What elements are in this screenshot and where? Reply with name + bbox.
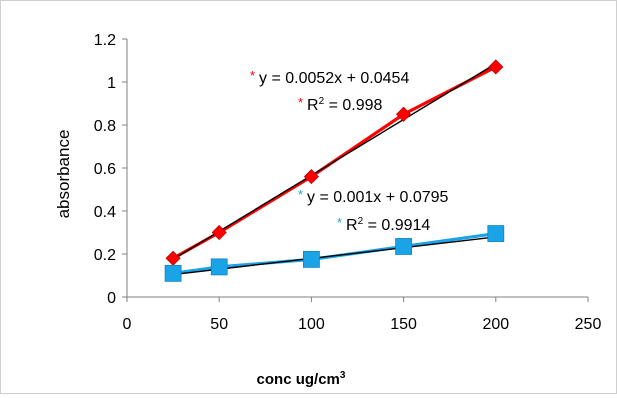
data-point-diamond — [303, 169, 319, 185]
r2-marker: * — [298, 95, 303, 110]
data-point-diamond — [211, 224, 227, 241]
trendline-equation: y = 0.001x + 0.0795 — [307, 189, 449, 206]
trendline-equation: y = 0.0052x + 0.0454 — [259, 70, 409, 87]
series-lines — [172, 63, 497, 276]
r-squared-label: R2 = 0.9914 — [346, 216, 430, 234]
data-point-square — [302, 250, 320, 268]
data-point-diamond — [165, 250, 181, 266]
trendline — [172, 63, 497, 260]
data-point-square — [210, 258, 228, 276]
y-tick-label: 0.2 — [94, 247, 116, 264]
series-markers — [164, 59, 505, 282]
data-point-square — [487, 225, 505, 242]
x-tick-label: 50 — [210, 316, 228, 333]
y-tick-label: 1.2 — [94, 32, 116, 49]
y-tick-label: 0.4 — [94, 204, 116, 221]
y-axis-label: absorbance — [54, 130, 73, 219]
y-tick-label: 0.6 — [94, 161, 116, 178]
x-tick-label: 0 — [123, 316, 132, 333]
x-axis-label-text: conc ug/cm — [257, 371, 340, 388]
equation-marker: * — [250, 68, 255, 83]
data-point-square — [164, 264, 182, 282]
x-tick-label: 200 — [482, 316, 509, 333]
x-tick-label: 250 — [575, 316, 602, 333]
x-tick-label: 150 — [390, 316, 417, 333]
data-point-square — [395, 238, 413, 255]
x-axis-label-superscript: 3 — [340, 370, 346, 381]
data-point-diamond — [396, 106, 412, 122]
y-tick-label: 1 — [107, 75, 116, 92]
equation-marker: * — [298, 187, 303, 202]
x-axis-label: conc ug/cm3 — [257, 370, 346, 388]
r-squared-label: R2 = 0.998 — [307, 96, 383, 114]
r2-marker: * — [337, 215, 342, 230]
annotations: * y = 0.0052x + 0.0454 * R2 = 0.998 * y = 0.0… — [250, 68, 449, 234]
y-tick-label: 0.8 — [94, 118, 116, 135]
y-tick-label: 0 — [107, 290, 116, 307]
axes: 0 0.2 0.4 0.6 0.8 1 1.2 0 50 100 150 200 250 — [94, 32, 602, 333]
data-point-diamond — [488, 59, 504, 75]
x-tick-label: 100 — [298, 316, 325, 333]
